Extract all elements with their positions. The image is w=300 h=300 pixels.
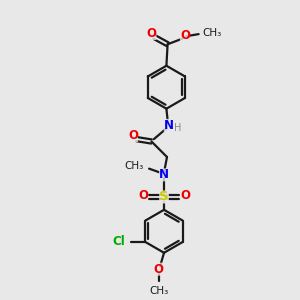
Text: N: N: [164, 119, 174, 132]
Text: O: O: [146, 27, 157, 40]
Text: H: H: [174, 123, 182, 133]
Text: O: O: [180, 189, 190, 202]
Text: N: N: [159, 168, 169, 182]
Text: CH₃: CH₃: [124, 161, 143, 171]
Text: S: S: [159, 190, 169, 203]
Text: Cl: Cl: [112, 235, 125, 248]
Text: CH₃: CH₃: [203, 28, 222, 38]
Text: O: O: [180, 29, 190, 42]
Text: O: O: [154, 263, 164, 276]
Text: CH₃: CH₃: [149, 286, 168, 296]
Text: O: O: [128, 129, 138, 142]
Text: O: O: [138, 189, 148, 202]
